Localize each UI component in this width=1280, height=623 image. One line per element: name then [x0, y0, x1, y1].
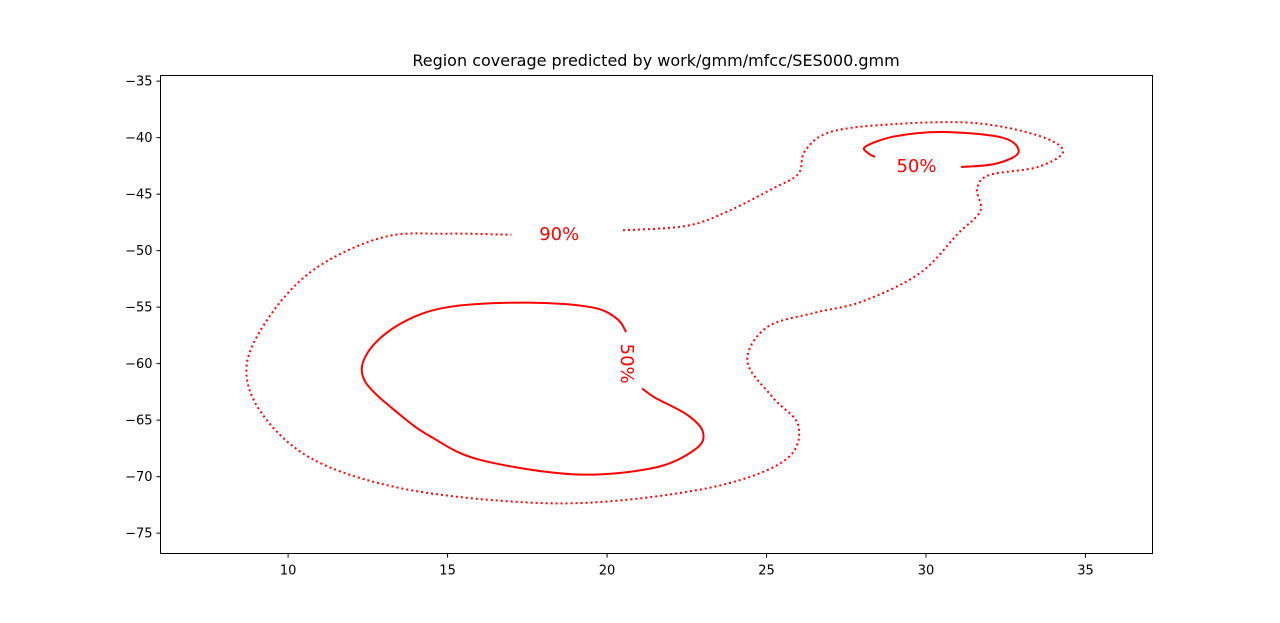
chart-title: Region coverage predicted by work/gmm/mf…	[412, 51, 899, 70]
y-tick-label: −60	[125, 357, 152, 372]
y-axis: −35 −40 −45 −50 −55 −60 −65 −70 −75	[125, 75, 161, 542]
x-tick-label: 15	[439, 564, 456, 579]
x-tick-label: 10	[280, 564, 297, 579]
y-tick-label: −35	[125, 75, 152, 90]
plot-frame	[160, 75, 1153, 554]
y-tick-label: −40	[125, 131, 152, 146]
x-tick-label: 30	[918, 564, 935, 579]
y-tick-label: −65	[125, 414, 152, 429]
contour-label: 50%	[896, 156, 936, 177]
y-tick-label: −50	[125, 244, 152, 259]
contour-label: 50%	[616, 344, 637, 384]
plot-area: 90% 50% 50%	[245, 121, 1065, 505]
contour-line-50-1	[360, 301, 705, 476]
y-tick-label: −75	[125, 527, 152, 542]
x-tick-label: 20	[599, 564, 616, 579]
contour-line-50-2	[862, 130, 1020, 168]
y-tick-label: −70	[125, 470, 152, 485]
contour-label: 90%	[539, 224, 579, 245]
y-tick-label: −55	[125, 301, 152, 316]
x-axis: 10 15 20 25 30 35	[280, 553, 1094, 579]
x-tick-label: 35	[1077, 564, 1094, 579]
y-tick-label: −45	[125, 188, 152, 203]
x-tick-label: 25	[758, 564, 775, 579]
contour-line-90-0	[245, 121, 1065, 505]
